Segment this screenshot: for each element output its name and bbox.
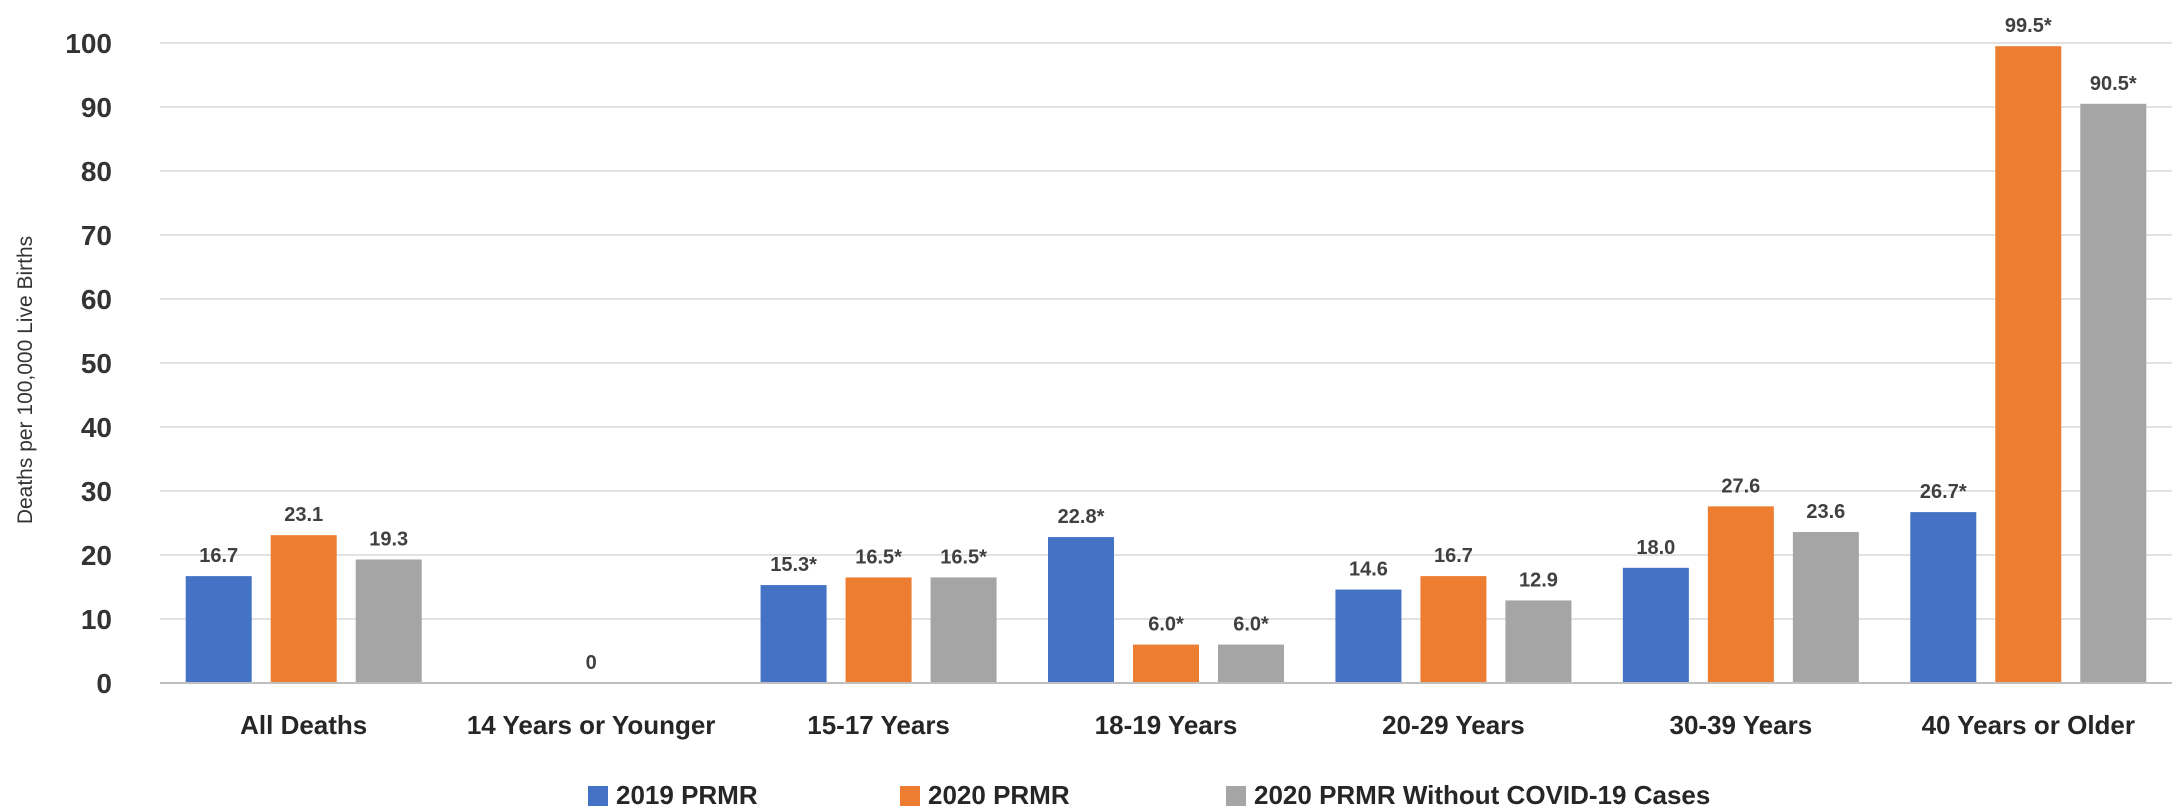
y-tick-label: 90 [81,92,112,123]
bar [1048,537,1114,683]
data-label: 16.5* [940,546,987,568]
legend-swatch [1226,786,1246,806]
y-tick-label: 20 [81,540,112,571]
data-label: 12.9 [1519,569,1558,591]
data-label: 19.3 [369,528,408,550]
data-label: 16.7 [1434,545,1473,567]
legend-label: 2020 PRMR Without COVID-19 Cases [1254,780,1710,810]
bar [1707,506,1774,683]
data-label: 0 [586,652,597,674]
bars [185,46,2147,684]
y-axis-label: Deaths per 100,000 Live Births [14,236,37,524]
legend-label: 2019 PRMR [616,780,758,810]
data-label: 23.6 [1806,501,1845,523]
bar [270,535,337,683]
bar [1995,46,2062,683]
data-label: 14.6 [1349,559,1388,581]
bar [760,585,827,683]
bar [1910,512,1977,683]
data-label: 26.7* [1920,481,1967,503]
bar [1335,589,1402,683]
bar [355,559,422,683]
y-tick-label: 40 [81,412,112,443]
y-tick-label: 60 [81,284,112,315]
x-axis-categories: All Deaths 14 Years or Younger 15-17 Years… [240,710,2135,740]
data-label: 18.0 [1636,537,1675,559]
data-labels: 16.7 23.1 19.3 0 15.3* 16.5* 16.5* 22.8* 6.0* 6.0… [199,15,2137,674]
x-category-label: 30-39 Years [1670,710,1813,740]
data-label: 99.5* [2005,15,2052,37]
x-category-label: All Deaths [240,710,367,740]
y-axis-ticks: 0 10 20 30 40 50 60 70 80 90 100 [65,28,112,699]
data-label: 23.1 [284,504,323,526]
y-tick-label: 10 [81,604,112,635]
bar [930,577,997,683]
y-tick-label: 30 [81,476,112,507]
x-category-label: 20-29 Years [1382,710,1525,740]
y-tick-label: 70 [81,220,112,251]
bar [1622,567,1689,683]
data-label: 27.6 [1721,475,1760,497]
bar [1792,531,1859,683]
legend: 2019 PRMR 2020 PRMR 2020 PRMR Without COVI… [588,780,1710,810]
x-category-label: 40 Years or Older [1922,710,2135,740]
data-label: 15.3* [770,554,817,576]
y-tick-label: 50 [81,348,112,379]
data-label: 90.5* [2090,73,2137,95]
y-tick-label: 100 [65,28,112,59]
bar [845,577,912,683]
bar [1505,600,1572,683]
bar [185,576,252,683]
data-label: 16.5* [855,546,902,568]
bar [1420,576,1487,683]
legend-swatch [900,786,920,806]
legend-swatch [588,786,608,806]
x-category-label: 15-17 Years [807,710,950,740]
legend-label: 2020 PRMR [928,780,1070,810]
data-label: 6.0* [1148,614,1184,636]
data-label: 22.8* [1058,506,1105,528]
data-label: 6.0* [1233,614,1269,636]
bar [1218,644,1284,683]
x-category-label: 18-19 Years [1095,710,1238,740]
gridlines [160,42,2172,620]
bar [1133,644,1199,683]
y-tick-label: 0 [96,668,112,699]
data-label: 16.7 [199,545,238,567]
x-category-label: 14 Years or Younger [467,710,716,740]
y-tick-label: 80 [81,156,112,187]
bar [2080,103,2147,684]
